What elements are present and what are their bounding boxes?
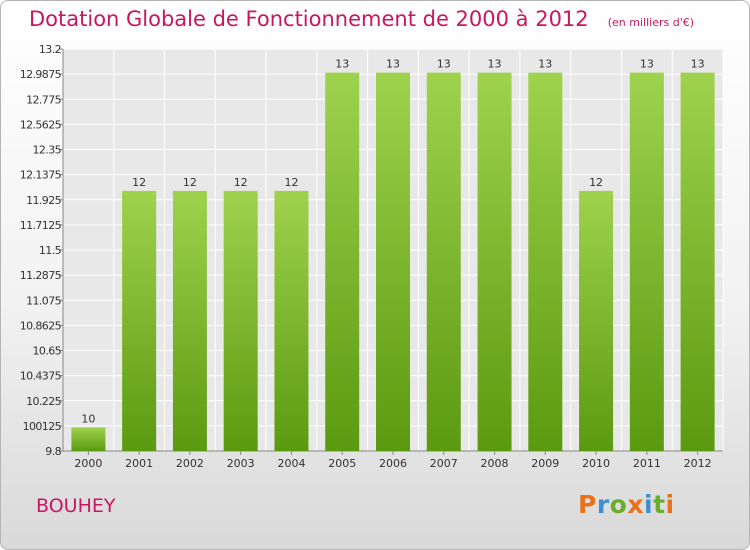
x-tick-label: 2000 [74, 457, 102, 470]
bar-2006 [376, 72, 410, 451]
chart-title: Dotation Globale de Fonctionnement de 20… [29, 7, 589, 31]
logo-letter: o [609, 490, 628, 519]
bar-2003 [223, 190, 258, 451]
logo-letter: P [578, 490, 597, 519]
bar-value-label: 13 [538, 58, 552, 71]
y-tick-label: 10.4375 [20, 370, 62, 383]
logo-letter: t [653, 490, 666, 519]
logo-letter: i [665, 490, 675, 519]
x-tick-label: 2010 [582, 457, 610, 470]
x-tick-label: 2012 [684, 457, 712, 470]
bar-value-label: 12 [183, 176, 197, 189]
y-tick-label: 100125 [23, 420, 62, 433]
bar-value-label: 13 [640, 58, 654, 71]
bar-value-label: 13 [691, 58, 705, 71]
y-tick-label: 11.7125 [20, 219, 62, 232]
x-tick-label: 2002 [176, 457, 204, 470]
y-tick-label: 12.775 [26, 93, 61, 106]
x-tick-label: 2001 [125, 457, 153, 470]
commune-name: BOUHEY [36, 495, 116, 517]
logo-letter: x [627, 490, 644, 519]
y-tick-label: 11.075 [26, 294, 61, 307]
y-tick-label: 11.5 [39, 244, 62, 257]
y-tick-label: 11.925 [26, 194, 61, 207]
x-tick-label: 2003 [227, 457, 255, 470]
y-tick-label: 12.35 [33, 144, 62, 157]
logo-letter: r [596, 490, 610, 519]
title-row: Dotation Globale de Fonctionnement de 20… [29, 7, 694, 31]
bar-2007 [426, 72, 461, 451]
bar-2012 [680, 72, 715, 451]
x-tick-label: 2004 [277, 457, 305, 470]
bar-value-label: 12 [589, 176, 603, 189]
bar-value-label: 12 [284, 176, 298, 189]
bar-2008 [477, 72, 512, 451]
y-tick-label: 13.2 [39, 43, 61, 56]
bar-value-label: 10 [81, 412, 95, 425]
y-tick-label: 9.8 [45, 445, 61, 458]
bar-value-label: 13 [488, 58, 502, 71]
x-tick-label: 2008 [481, 457, 509, 470]
x-tick-label: 2005 [328, 457, 356, 470]
x-tick-label: 2007 [430, 457, 458, 470]
bar-2009 [528, 72, 563, 451]
bar-value-label: 12 [234, 176, 248, 189]
bar-2002 [172, 190, 207, 451]
y-tick-label: 12.9875 [20, 68, 62, 81]
bar-value-label: 13 [335, 58, 349, 71]
x-tick-label: 2009 [531, 457, 559, 470]
bar-2001 [122, 190, 157, 451]
chart-subtitle: (en milliers d'€) [607, 16, 695, 29]
x-tick-label: 2006 [379, 457, 407, 470]
x-tick-label: 2011 [633, 457, 661, 470]
bar-2000 [71, 427, 106, 451]
bar-2004 [274, 190, 309, 451]
y-tick-label: 12.5625 [20, 118, 62, 131]
bar-2011 [629, 72, 664, 451]
bar-2005 [325, 72, 360, 451]
y-tick-label: 11.2875 [20, 269, 62, 282]
y-tick-label: 10.8625 [20, 319, 62, 332]
bar-value-label: 13 [386, 58, 400, 71]
y-tick-label: 10.65 [33, 345, 62, 358]
y-tick-label: 12.1375 [20, 169, 62, 182]
logo-letter: i [644, 490, 654, 519]
y-tick-label: 10.225 [26, 395, 61, 408]
bar-value-label: 12 [132, 176, 146, 189]
bar-2010 [579, 190, 614, 451]
bar-value-label: 13 [437, 58, 451, 71]
proxiti-logo[interactable]: Proxiti [578, 490, 675, 519]
